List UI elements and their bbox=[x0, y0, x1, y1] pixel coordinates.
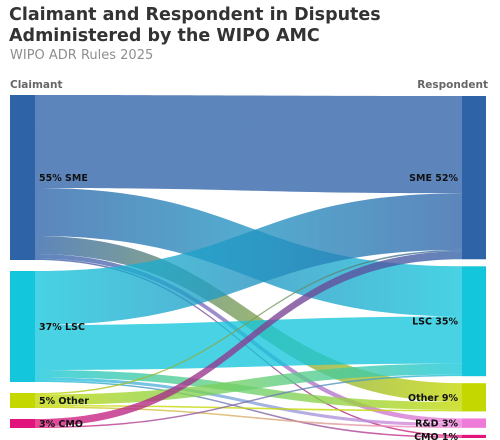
link-claimant-cmo-to-respondent-lsc bbox=[35, 374, 462, 428]
respondent-node-lsc bbox=[462, 266, 486, 377]
link-claimant-lsc-to-respondent-lsc bbox=[35, 316, 462, 370]
link-claimant-other-to-respondent-lsc bbox=[35, 363, 462, 405]
respondent-column-label: Respondent bbox=[417, 79, 488, 91]
claimant-node-lsc-label: 37% LSC bbox=[39, 322, 85, 333]
claimant-node-lsc bbox=[10, 271, 35, 382]
claimant-node-cmo-label: 3% CMO bbox=[39, 419, 83, 430]
link-claimant-lsc-to-respondent-cmo bbox=[35, 380, 462, 438]
link-claimant-sme-to-respondent-other bbox=[35, 236, 462, 403]
claimant-node-other bbox=[10, 393, 35, 408]
link-claimant-other-to-respondent-rd bbox=[35, 406, 462, 428]
claimant-node-lsc-bar bbox=[10, 271, 35, 382]
respondent-node-sme bbox=[462, 96, 486, 260]
links-layer bbox=[35, 95, 462, 438]
claimant-node-cmo bbox=[10, 419, 35, 428]
chart-subtitle: WIPO ADR Rules 2025 bbox=[10, 48, 154, 63]
respondent-node-lsc-label: LSC 35% bbox=[412, 317, 458, 328]
respondent-node-rd-label: R&D 3% bbox=[415, 419, 458, 430]
labels-layer: 55% SME 37% LSC 5% Other 3% CMO SME 52% LSC 3… bbox=[39, 173, 458, 440]
claimant-node-sme-label: 55% SME bbox=[39, 173, 88, 184]
link-claimant-sme-to-respondent-sme bbox=[35, 95, 462, 194]
claimant-node-other-label: 5% Other bbox=[39, 396, 89, 407]
respondent-node-rd bbox=[462, 418, 486, 428]
claimant-column-label: Claimant bbox=[10, 79, 63, 91]
link-claimant-lsc-to-respondent-sme bbox=[35, 193, 462, 325]
respondent-node-lsc-bar bbox=[462, 266, 486, 377]
claimant-node-cmo-bar bbox=[10, 419, 35, 428]
respondent-node-other bbox=[462, 383, 486, 412]
claimant-node-other-bar bbox=[10, 393, 35, 408]
claimant-node-sme-bar bbox=[10, 95, 35, 260]
nodes-layer bbox=[10, 95, 486, 438]
respondent-node-sme-bar bbox=[462, 96, 486, 260]
claimant-node-sme bbox=[10, 95, 35, 260]
respondent-node-cmo-label: CMO 1% bbox=[414, 432, 458, 440]
chart-title: Claimant and Respondent in Disputes Admi… bbox=[9, 5, 381, 46]
link-claimant-other-to-respondent-sme bbox=[35, 249, 462, 395]
respondent-node-sme-label: SME 52% bbox=[409, 173, 458, 184]
link-claimant-cmo-to-respondent-sme bbox=[35, 251, 462, 427]
respondent-node-cmo bbox=[462, 434, 486, 438]
link-claimant-lsc-to-respondent-other bbox=[35, 370, 462, 410]
respondent-node-cmo-bar bbox=[462, 434, 486, 438]
respondent-node-other-bar bbox=[462, 383, 486, 412]
respondent-node-other-label: Other 9% bbox=[408, 393, 458, 404]
respondent-node-rd-bar bbox=[462, 418, 486, 428]
